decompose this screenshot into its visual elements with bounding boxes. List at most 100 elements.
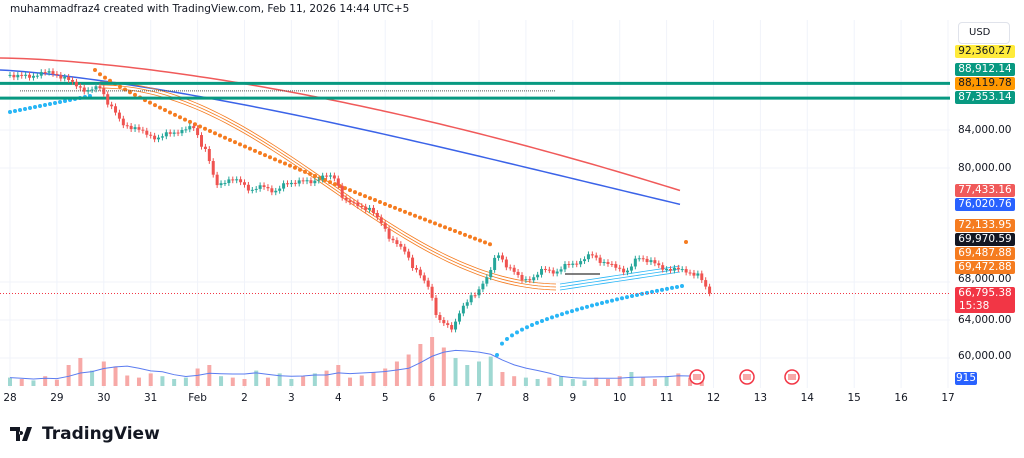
orange-dot (283, 161, 287, 166)
blue-dot (550, 315, 554, 320)
candle (626, 270, 630, 273)
tradingview-logo-icon (10, 427, 32, 441)
candle (20, 74, 24, 76)
orange-dot (403, 209, 407, 214)
blue-dot (23, 107, 27, 111)
candle (184, 129, 188, 131)
candle (641, 258, 645, 260)
candle (196, 128, 200, 136)
candle (211, 161, 215, 175)
candle (500, 255, 504, 260)
time-tick-label: 2 (241, 392, 248, 404)
volume-bar (594, 377, 599, 386)
orange-dot (684, 240, 688, 244)
candle (399, 244, 403, 247)
time-tick-label: 4 (334, 392, 342, 404)
orange-dot (398, 207, 402, 212)
candle (543, 268, 547, 270)
candle (309, 180, 313, 184)
price-label: 92,360.27 (955, 45, 1015, 58)
candle (98, 86, 102, 89)
orange-dot (173, 112, 177, 117)
candle (579, 261, 583, 265)
currency-selector[interactable]: USD (958, 22, 1010, 44)
volume-bar (78, 358, 83, 386)
orange-dot (328, 180, 332, 185)
candle (645, 258, 649, 263)
blue-dot (48, 102, 52, 106)
candle (125, 125, 129, 127)
candle (39, 72, 43, 76)
candle (67, 76, 71, 80)
tradingview-logo[interactable]: TradingView (10, 424, 160, 444)
volume-bar (559, 376, 564, 386)
volume-bar (488, 356, 493, 386)
candle (563, 264, 567, 270)
orange-dot (413, 213, 417, 218)
candle (153, 135, 157, 140)
candle (332, 175, 336, 179)
volume-bar (570, 379, 575, 386)
candle (567, 264, 571, 266)
time-tick-label: 15 (847, 392, 861, 404)
blue-dot (8, 110, 12, 114)
blue-dot (670, 285, 674, 290)
price-chart[interactable] (0, 0, 950, 420)
volume-bar (441, 347, 446, 386)
volume-bar (101, 361, 106, 386)
candle (442, 320, 446, 324)
candle (223, 183, 227, 185)
volume-bar (477, 361, 481, 386)
candle (524, 279, 528, 281)
candle (176, 132, 180, 134)
price-tick-label: 64,000.00 (958, 314, 1012, 326)
candle (575, 263, 579, 265)
candle (262, 185, 266, 187)
candle (614, 264, 618, 268)
candle (231, 179, 235, 181)
candle (598, 257, 602, 263)
candle (289, 182, 293, 185)
volume-bar (148, 373, 153, 386)
candle (438, 314, 442, 320)
orange-dot (423, 217, 427, 222)
orange-dot (278, 159, 282, 164)
blue-dot (500, 341, 504, 346)
orange-dot (368, 196, 372, 201)
blue-dot (535, 320, 539, 325)
candle (688, 272, 692, 274)
time-tick-label: 29 (50, 392, 64, 404)
volume-bar (8, 377, 12, 386)
blue-dot (660, 287, 664, 292)
candle (571, 263, 575, 265)
candle (71, 79, 75, 82)
price-tick-label: 80,000.00 (958, 162, 1012, 174)
candle (172, 132, 176, 134)
volume-bar (172, 379, 177, 386)
ma-red-line (0, 57, 681, 192)
candle (473, 295, 477, 297)
candle (203, 146, 207, 149)
candle (86, 90, 90, 92)
candle (426, 280, 430, 287)
candle (457, 313, 461, 322)
candle (489, 269, 493, 278)
blue-dot (600, 301, 604, 306)
candle (497, 255, 501, 258)
candle (708, 286, 712, 294)
us-flag-icon (743, 374, 751, 380)
time-tick-label: 10 (613, 392, 627, 404)
price-label: 72,133.95 (955, 219, 1015, 232)
orange-dot (308, 171, 312, 176)
candle (90, 89, 94, 91)
blue-dot (515, 330, 519, 335)
orange-dot (363, 194, 367, 199)
candle (24, 74, 28, 76)
time-tick-label: 17 (941, 392, 955, 404)
level-price-label: 88,119.78 (955, 77, 1015, 90)
volume-bar (301, 376, 306, 386)
orange-dot (388, 203, 392, 208)
candle (55, 73, 59, 75)
blue-dot (575, 307, 579, 312)
orange-dot (343, 186, 347, 191)
